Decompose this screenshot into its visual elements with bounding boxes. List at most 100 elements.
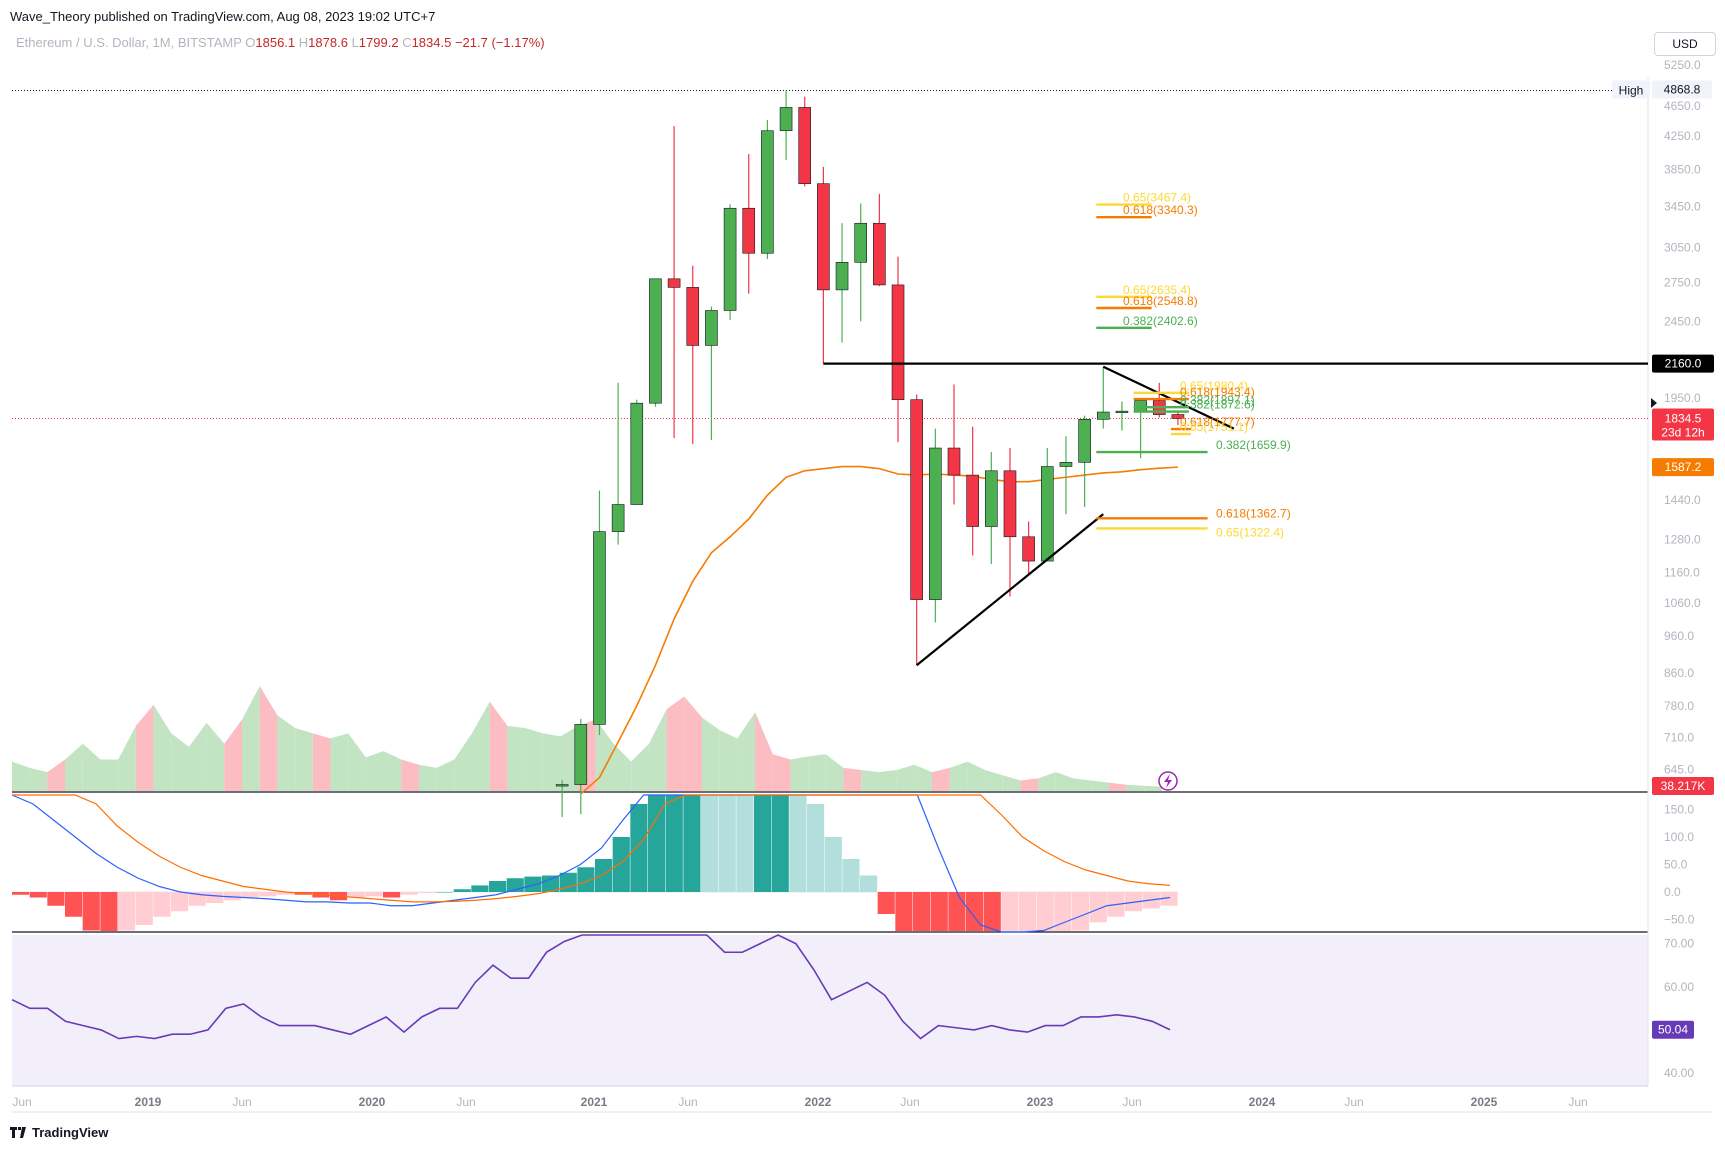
volume-segment bbox=[295, 728, 313, 791]
volume-segment bbox=[418, 764, 437, 791]
candle-body bbox=[593, 531, 606, 725]
macd-histogram-bar bbox=[736, 795, 754, 892]
macd-histogram-bar bbox=[789, 795, 807, 892]
candle bbox=[555, 780, 569, 818]
volume-segment bbox=[171, 733, 189, 791]
macd-histogram-bar bbox=[12, 892, 30, 895]
price-tick-label: 645.0 bbox=[1664, 763, 1694, 777]
trendline bbox=[915, 513, 1104, 667]
candle-body bbox=[966, 474, 979, 527]
macd-histogram-bar bbox=[860, 875, 878, 892]
volume-segment bbox=[896, 764, 915, 791]
candle-body bbox=[630, 402, 644, 505]
candle bbox=[1115, 401, 1129, 431]
rsi-pane-bg bbox=[12, 935, 1648, 1086]
macd-histogram-bar bbox=[47, 892, 65, 906]
volume-segment bbox=[985, 770, 1003, 791]
candle-body bbox=[1096, 411, 1110, 420]
macd-histogram-bar bbox=[188, 892, 206, 906]
macd-histogram-bar bbox=[718, 795, 736, 892]
macd-tick-label: 150.0 bbox=[1664, 803, 1694, 817]
volume-segment bbox=[365, 751, 384, 791]
fib-level-label: 0.65(1751.1) bbox=[1180, 420, 1248, 434]
publisher-line: Wave_Theory published on TradingView.com… bbox=[10, 9, 436, 24]
candle bbox=[1059, 436, 1073, 515]
candlestick-series bbox=[555, 90, 1185, 818]
candle bbox=[910, 394, 923, 666]
macd-histogram-bar bbox=[135, 892, 153, 925]
time-tick-label: 2019 bbox=[135, 1095, 162, 1109]
candle-body bbox=[1134, 400, 1147, 412]
time-tick-label: Jun bbox=[900, 1095, 919, 1109]
price-tick-label: 5250.0 bbox=[1664, 58, 1701, 72]
candle bbox=[723, 204, 737, 320]
volume-segment bbox=[1108, 782, 1127, 791]
macd-histogram-bar bbox=[383, 892, 401, 898]
volume-segment bbox=[383, 751, 402, 791]
volume-segment bbox=[613, 743, 632, 791]
price-tick-label: 1950.0 bbox=[1664, 391, 1701, 405]
macd-histogram-bar bbox=[400, 892, 418, 895]
trendline bbox=[1102, 365, 1235, 430]
price-tick-label: 860.0 bbox=[1664, 666, 1694, 680]
rsi-tick-label: 70.00 bbox=[1664, 937, 1694, 951]
volume-segment bbox=[772, 754, 791, 791]
fib-level-label: 0.618(1943.4) bbox=[1180, 385, 1255, 399]
volume-segment bbox=[648, 709, 667, 791]
symbol-name: Ethereum / U.S. Dollar, 1M, BITSTAMP bbox=[16, 35, 242, 50]
price-tick-label: 1280.0 bbox=[1664, 532, 1701, 546]
macd-histogram-bar bbox=[577, 867, 595, 892]
volume-segment bbox=[825, 754, 844, 791]
candle-body bbox=[798, 107, 812, 184]
volume-segment bbox=[277, 715, 296, 791]
ema-line bbox=[580, 465, 1178, 795]
macd-histogram-bar bbox=[1072, 892, 1090, 931]
volume-segment bbox=[719, 730, 738, 791]
macd-histogram-bar bbox=[489, 881, 507, 892]
candle-body bbox=[742, 207, 756, 254]
macd-histogram-bar bbox=[118, 892, 136, 931]
symbol-legend: Ethereum / U.S. Dollar, 1M, BITSTAMP O18… bbox=[16, 35, 545, 50]
macd-histogram-bar bbox=[595, 859, 613, 892]
macd-histogram-bar bbox=[524, 876, 542, 892]
candle-body bbox=[1003, 470, 1017, 538]
candle bbox=[835, 223, 849, 343]
macd-histogram-bar bbox=[648, 795, 666, 892]
candle-body bbox=[686, 287, 700, 346]
rsi-pane bbox=[11, 934, 1171, 1040]
macd-histogram-bar bbox=[171, 892, 189, 912]
candle bbox=[1171, 410, 1185, 426]
volume-segment bbox=[188, 722, 207, 791]
volume-area bbox=[12, 686, 1162, 791]
volume-segment bbox=[560, 725, 579, 791]
candle-body bbox=[835, 262, 849, 291]
fib-level-label: 0.65(1322.4) bbox=[1216, 525, 1284, 539]
fib-level-label: 0.618(2548.8) bbox=[1123, 294, 1198, 308]
volume-tag: 38.217K bbox=[1661, 779, 1706, 793]
macd-histogram-bar bbox=[807, 804, 825, 892]
volume-segment bbox=[12, 761, 30, 791]
current-price-tag: 1834.5 bbox=[1665, 411, 1702, 425]
volume-segment bbox=[135, 704, 154, 791]
resistance-price-tag: 2160.0 bbox=[1665, 357, 1702, 371]
high-label-bg bbox=[1612, 80, 1650, 99]
volume-segment bbox=[206, 722, 225, 791]
close-value: 1834.5 bbox=[411, 35, 452, 50]
volume-segment bbox=[29, 767, 48, 791]
volume-segment bbox=[808, 754, 826, 791]
time-axis: Jun 2019 Jun 2020 Jun 2021 Jun 2022 Jun 2023 Jun 20… bbox=[12, 1095, 1587, 1109]
candle bbox=[798, 96, 812, 187]
price-tick-label: 780.0 bbox=[1664, 699, 1694, 713]
macd-histogram-bar bbox=[153, 892, 171, 917]
macd-histogram-bar bbox=[1001, 892, 1019, 931]
candle-body bbox=[705, 310, 718, 346]
volume-segment bbox=[242, 686, 260, 791]
volume-segment bbox=[454, 733, 472, 791]
macd-histogram-bar bbox=[347, 892, 365, 898]
volume-segment bbox=[755, 712, 773, 791]
macd-histogram-bar bbox=[842, 859, 860, 892]
volume-segment bbox=[259, 686, 278, 791]
macd-histogram-bar bbox=[471, 885, 489, 892]
currency-selector[interactable]: USD bbox=[1654, 32, 1716, 56]
